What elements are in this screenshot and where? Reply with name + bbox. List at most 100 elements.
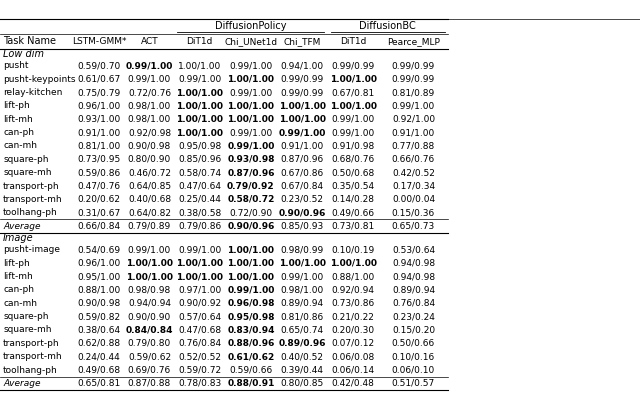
Text: pusht-image: pusht-image <box>3 245 60 254</box>
Text: 0.99/1.00: 0.99/1.00 <box>227 141 275 151</box>
Text: 0.98/1.00: 0.98/1.00 <box>128 115 171 124</box>
Text: 0.25/0.44: 0.25/0.44 <box>179 195 221 204</box>
Text: 0.58/0.72: 0.58/0.72 <box>227 195 275 204</box>
Text: 0.99/1.00: 0.99/1.00 <box>128 245 171 254</box>
Text: 0.15/0.20: 0.15/0.20 <box>392 325 435 335</box>
Text: 0.14/0.28: 0.14/0.28 <box>332 195 375 204</box>
Text: 0.87/0.88: 0.87/0.88 <box>128 379 171 388</box>
Text: toolhang-ph: toolhang-ph <box>3 208 58 217</box>
Text: 0.79/0.89: 0.79/0.89 <box>128 221 171 230</box>
Text: 0.75/0.79: 0.75/0.79 <box>77 88 121 97</box>
Text: 0.68/0.76: 0.68/0.76 <box>332 155 375 164</box>
Text: 0.62/0.88: 0.62/0.88 <box>77 339 121 348</box>
Text: ACT: ACT <box>141 37 158 46</box>
Text: 1.00/1.00: 1.00/1.00 <box>278 101 326 110</box>
Text: Low dim: Low dim <box>3 49 44 59</box>
Text: DiffusionPolicy: DiffusionPolicy <box>215 21 287 31</box>
Text: LSTM-GMM*: LSTM-GMM* <box>72 37 127 46</box>
Text: 0.98/1.00: 0.98/1.00 <box>280 285 324 294</box>
Text: 0.90/0.98: 0.90/0.98 <box>77 299 121 308</box>
Text: 0.06/0.08: 0.06/0.08 <box>332 352 375 361</box>
Text: 1.00/1.00: 1.00/1.00 <box>178 61 221 70</box>
Text: 0.72/0.76: 0.72/0.76 <box>128 88 171 97</box>
Text: 0.78/0.83: 0.78/0.83 <box>178 379 221 388</box>
Text: 1.00/1.00: 1.00/1.00 <box>176 115 223 124</box>
Text: 0.88/1.00: 0.88/1.00 <box>332 272 375 281</box>
Text: 0.88/0.91: 0.88/0.91 <box>227 379 275 388</box>
Text: 0.50/0.68: 0.50/0.68 <box>332 168 375 177</box>
Text: DiT1d: DiT1d <box>340 37 367 46</box>
Text: 0.51/0.57: 0.51/0.57 <box>392 379 435 388</box>
Text: 0.91/1.00: 0.91/1.00 <box>77 128 121 137</box>
Text: Average: Average <box>3 221 41 230</box>
Text: 0.85/0.96: 0.85/0.96 <box>178 155 221 164</box>
Text: 0.65/0.74: 0.65/0.74 <box>280 325 324 335</box>
Text: pusht: pusht <box>3 61 29 70</box>
Text: 0.88/0.96: 0.88/0.96 <box>227 339 275 348</box>
Text: 0.99/1.00: 0.99/1.00 <box>178 75 221 84</box>
Text: 0.31/0.67: 0.31/0.67 <box>77 208 121 217</box>
Text: 0.91/1.00: 0.91/1.00 <box>280 141 324 151</box>
Text: square-ph: square-ph <box>3 155 49 164</box>
Text: transport-mh: transport-mh <box>3 195 63 204</box>
Text: 0.20/0.62: 0.20/0.62 <box>77 195 121 204</box>
Text: 0.72/0.90: 0.72/0.90 <box>229 208 273 217</box>
Text: transport-ph: transport-ph <box>3 339 60 348</box>
Text: 0.79/0.86: 0.79/0.86 <box>178 221 221 230</box>
Text: 0.80/0.85: 0.80/0.85 <box>280 379 324 388</box>
Text: 0.93/0.98: 0.93/0.98 <box>227 155 275 164</box>
Text: 1.00/1.00: 1.00/1.00 <box>126 272 173 281</box>
Text: 1.00/1.00: 1.00/1.00 <box>176 88 223 97</box>
Text: 1.00/1.00: 1.00/1.00 <box>227 245 275 254</box>
Text: 0.99/0.99: 0.99/0.99 <box>392 75 435 84</box>
Text: 0.38/0.64: 0.38/0.64 <box>77 325 121 335</box>
Text: 0.59/0.70: 0.59/0.70 <box>77 61 121 70</box>
Text: 0.20/0.30: 0.20/0.30 <box>332 325 375 335</box>
Text: 0.66/0.84: 0.66/0.84 <box>77 221 121 230</box>
Text: 0.59/0.66: 0.59/0.66 <box>229 366 273 375</box>
Text: 0.92/0.94: 0.92/0.94 <box>332 285 375 294</box>
Text: 0.89/0.94: 0.89/0.94 <box>280 299 324 308</box>
Text: 0.07/0.12: 0.07/0.12 <box>332 339 375 348</box>
Text: 0.06/0.14: 0.06/0.14 <box>332 366 375 375</box>
Text: 0.83/0.94: 0.83/0.94 <box>227 325 275 335</box>
Text: 0.91/0.98: 0.91/0.98 <box>332 141 375 151</box>
Text: Pearce_MLP: Pearce_MLP <box>387 37 440 46</box>
Text: 0.47/0.76: 0.47/0.76 <box>77 182 121 191</box>
Text: 0.93/1.00: 0.93/1.00 <box>77 115 121 124</box>
Text: 1.00/1.00: 1.00/1.00 <box>278 259 326 268</box>
Text: can-mh: can-mh <box>3 141 37 151</box>
Text: 0.24/0.44: 0.24/0.44 <box>78 352 120 361</box>
Text: 0.42/0.48: 0.42/0.48 <box>332 379 374 388</box>
Text: 0.66/0.76: 0.66/0.76 <box>392 155 435 164</box>
Text: 0.73/0.81: 0.73/0.81 <box>332 221 375 230</box>
Text: 0.98/0.99: 0.98/0.99 <box>280 245 324 254</box>
Text: 0.39/0.44: 0.39/0.44 <box>280 366 324 375</box>
Text: 0.85/0.93: 0.85/0.93 <box>280 221 324 230</box>
Text: DiT1d: DiT1d <box>186 37 213 46</box>
Text: 0.99/1.00: 0.99/1.00 <box>332 128 375 137</box>
Text: can-mh: can-mh <box>3 299 37 308</box>
Text: 0.99/1.00: 0.99/1.00 <box>332 115 375 124</box>
Text: 0.98/1.00: 0.98/1.00 <box>128 101 171 110</box>
Text: 0.06/0.10: 0.06/0.10 <box>392 366 435 375</box>
Text: 0.94/0.98: 0.94/0.98 <box>392 272 435 281</box>
Text: 0.87/0.96: 0.87/0.96 <box>280 155 324 164</box>
Text: 1.00/1.00: 1.00/1.00 <box>176 259 223 268</box>
Text: 1.00/1.00: 1.00/1.00 <box>330 101 377 110</box>
Text: 0.90/0.90: 0.90/0.90 <box>128 312 171 321</box>
Text: 0.40/0.52: 0.40/0.52 <box>280 352 324 361</box>
Text: 0.58/0.74: 0.58/0.74 <box>178 168 221 177</box>
Text: 0.90/0.92: 0.90/0.92 <box>178 299 221 308</box>
Text: 0.49/0.66: 0.49/0.66 <box>332 208 375 217</box>
Text: 1.00/1.00: 1.00/1.00 <box>176 101 223 110</box>
Text: 0.42/0.52: 0.42/0.52 <box>392 168 435 177</box>
Text: 1.00/1.00: 1.00/1.00 <box>330 259 377 268</box>
Text: pusht-keypoints: pusht-keypoints <box>3 75 76 84</box>
Text: 1.00/1.00: 1.00/1.00 <box>278 115 326 124</box>
Text: 0.67/0.81: 0.67/0.81 <box>332 88 375 97</box>
Text: 0.76/0.84: 0.76/0.84 <box>392 299 435 308</box>
Text: 0.59/0.82: 0.59/0.82 <box>77 312 121 321</box>
Text: 0.99/0.99: 0.99/0.99 <box>332 61 375 70</box>
Text: 0.99/1.00: 0.99/1.00 <box>278 128 326 137</box>
